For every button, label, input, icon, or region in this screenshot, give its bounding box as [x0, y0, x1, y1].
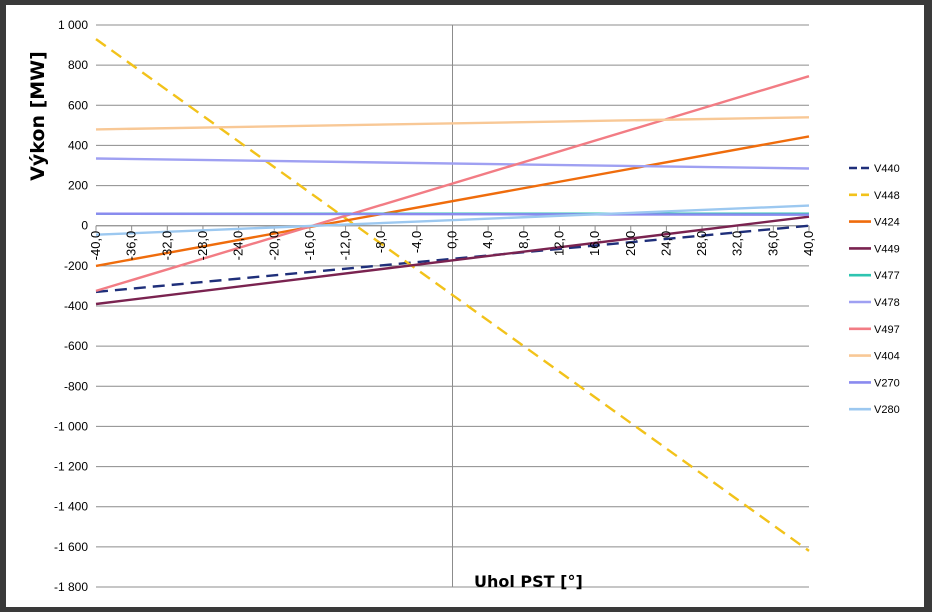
x-tick-label: 20,0 — [623, 231, 638, 256]
y-tick-label: 200 — [68, 179, 88, 193]
series-line-v440 — [95, 224, 810, 294]
y-tick-label: -400 — [64, 299, 88, 313]
legend-label-v440: V440 — [874, 163, 900, 175]
x-axis-title: Uhol PST [°] — [474, 572, 583, 591]
series-line-v448 — [95, 38, 810, 552]
y-tick-label: -1 800 — [54, 580, 88, 594]
x-tick-label: -28,0 — [195, 231, 210, 261]
x-tick-label: -24,0 — [231, 231, 246, 261]
x-tick-label: 8,0 — [516, 231, 531, 249]
legend-label-v424: V424 — [874, 217, 900, 229]
y-tick-label: -600 — [64, 339, 88, 353]
x-tick-label: 12,0 — [551, 231, 566, 256]
x-tick-label: 40,0 — [801, 231, 816, 256]
x-tick-label: -36,0 — [124, 231, 139, 261]
x-tick-label: -40,0 — [88, 231, 103, 261]
series-line-v424 — [95, 135, 810, 268]
legend: V440 V448 V424 V449 V477 V478 V497 V404 V270 V280 — [849, 163, 900, 416]
x-tick-label: 28,0 — [694, 231, 709, 256]
x-tick-label: 36,0 — [765, 231, 780, 256]
chart-frame: -40,0 -36,0 -32,0 -28,0 -24,0 -20,0 -16,0 -12,0… — [6, 5, 924, 607]
y-tick-label: -800 — [64, 379, 88, 393]
series-line-v280 — [95, 204, 810, 236]
y-tick-label: 800 — [68, 58, 88, 72]
series-line-v497 — [95, 75, 810, 293]
series-line-v270 — [95, 212, 810, 216]
y-tick-label: -1 000 — [54, 419, 88, 433]
x-tick-label: 16,0 — [587, 231, 602, 256]
legend-label-v404: V404 — [874, 351, 900, 363]
legend-label-v478: V478 — [874, 297, 900, 309]
series-line-v404 — [95, 116, 810, 131]
series-line-v478 — [95, 157, 810, 170]
legend-label-v477: V477 — [874, 270, 900, 282]
legend-label-v497: V497 — [874, 324, 900, 336]
y-tick-label: -1 400 — [54, 500, 88, 514]
series-line-v449 — [95, 215, 810, 306]
x-tick-label: -12,0 — [338, 231, 353, 261]
x-tick-label: -4,0 — [409, 231, 424, 253]
x-tick-label: 0,0 — [445, 231, 460, 249]
x-tick-label: -16,0 — [302, 231, 317, 261]
legend-label-v448: V448 — [874, 190, 900, 202]
legend-label-v270: V270 — [874, 377, 900, 389]
y-tick-label: 600 — [68, 98, 88, 112]
y-tick-label: -1 600 — [54, 540, 88, 554]
x-tick-label: -20,0 — [266, 231, 281, 261]
y-tick-label: -200 — [64, 259, 88, 273]
y-tick-label: 0 — [81, 219, 88, 233]
y-tick-label: 1 000 — [58, 18, 88, 32]
y-axis-title: Výkon [MW] — [27, 51, 49, 181]
x-tick-label: -32,0 — [159, 231, 174, 261]
x-tick-label: 4,0 — [480, 231, 495, 249]
x-tick-label: 24,0 — [658, 231, 673, 256]
line-chart: -40,0 -36,0 -32,0 -28,0 -24,0 -20,0 -16,0 -12,0… — [27, 18, 900, 594]
y-tick-label: -1 200 — [54, 460, 88, 474]
x-tick-label: -8,0 — [373, 231, 388, 253]
y-tick-label: 400 — [68, 138, 88, 152]
legend-label-v280: V280 — [874, 404, 900, 416]
x-tick-label: 32,0 — [730, 231, 745, 256]
legend-label-v449: V449 — [874, 243, 900, 255]
